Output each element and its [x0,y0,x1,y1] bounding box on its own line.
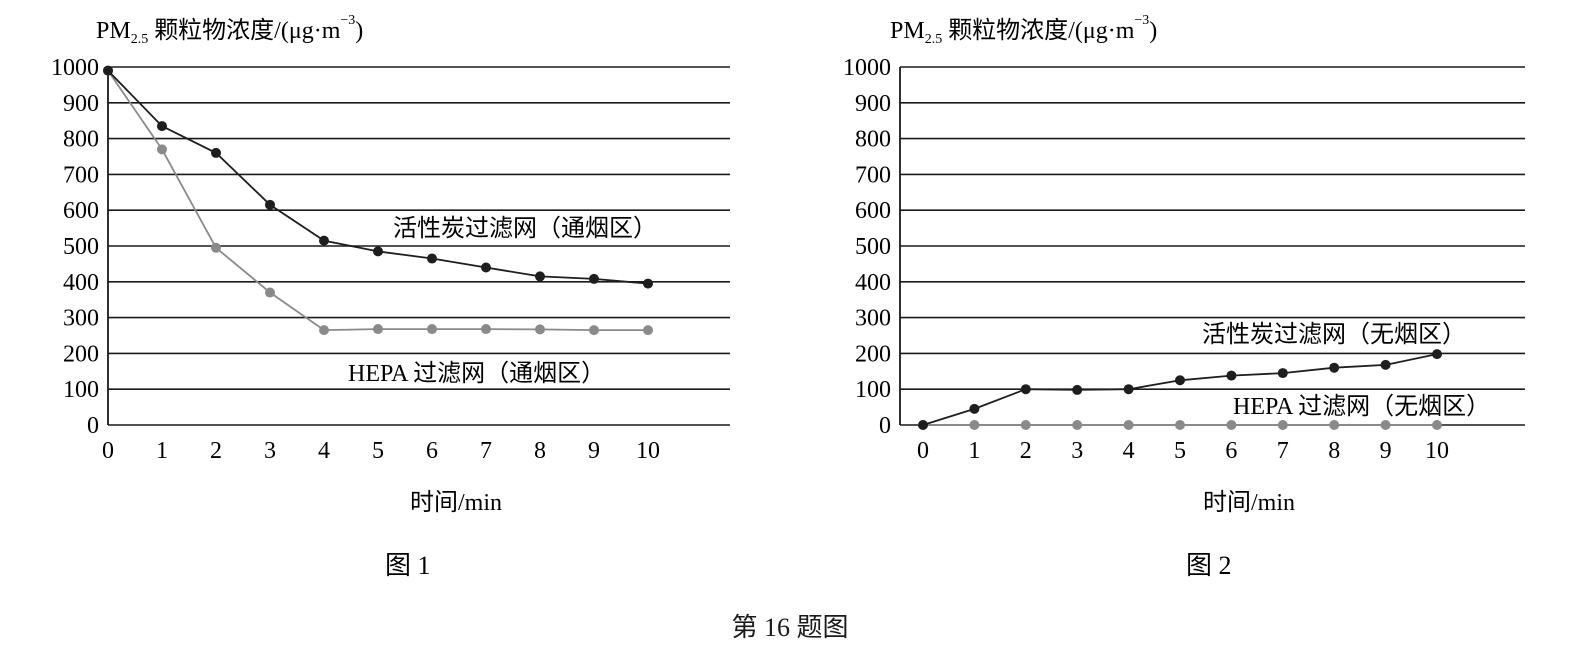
chart2-data-point [969,420,980,430]
chart1-xtick-label: 9 [588,438,600,464]
chart1-data-point [319,325,329,336]
chart2-data-point [918,420,928,430]
chart2-ytick-label: 800 [855,127,891,153]
chart1-xtick-label: 1 [156,438,168,464]
chart1-data-point [211,242,221,253]
chart1-xtick-label: 3 [264,438,276,464]
chart1-data-point [535,271,545,282]
chart2-data-point [1072,384,1083,395]
chart1-data-point [157,121,167,132]
chart2-data-point [1380,359,1391,370]
chart1-data-point [427,253,437,264]
chart1-ytick-label: 800 [63,127,99,153]
chart2-xtick-label: 2 [1020,438,1032,464]
chart1-data-point [265,199,275,210]
chart1-series-line [107,70,648,332]
chart1-xlabel: 时间/min [410,489,502,516]
chart1-xtick-label: 0 [102,438,114,464]
chart2-data-point [1175,375,1185,386]
chart2-xtick-label: 0 [917,438,929,464]
chart2-xtick-label: 5 [1174,438,1186,464]
chart2-data-point [1072,420,1083,430]
chart2-series-label: 活性炭过滤网（无烟区） [1202,321,1466,348]
chart2-ylabel: PM2.5 颗粒物浓度/(μg·m−3) [890,13,1157,47]
chart1-data-point [157,144,167,155]
chart1-ytick-label: 900 [63,91,99,117]
chart1-ytick-label: 300 [63,306,99,332]
chart1-data-point [265,287,275,298]
chart1-ytick-label: 600 [63,198,99,224]
chart1-data-point [643,278,653,289]
chart2-data-point [1277,368,1288,379]
chart2-ytick-label: 300 [855,306,891,332]
chart2-ytick-label: 500 [855,234,891,260]
chart2-data-point [1123,384,1134,395]
chart1-data-point [643,325,653,336]
chart1-xtick-label: 10 [636,438,660,464]
chart2-data-point [1329,362,1340,373]
chart2-data-point [1175,420,1185,430]
chart1-data-point [319,235,329,246]
chart2-xtick-label: 8 [1328,438,1340,464]
chart1-ytick-label: 100 [63,377,99,403]
chart2-data-point [1380,420,1391,430]
chart2-ytick-label: 1000 [843,55,891,81]
chart1-ytick-label: 0 [87,413,99,439]
chart2-data-point [1226,370,1237,381]
chart1-data-point [589,325,599,336]
chart2-xtick-label: 9 [1380,438,1392,464]
chart1-data-point [427,324,437,335]
page-caption: 第 16 题图 [731,613,849,642]
chart2-xtick-label: 4 [1123,438,1135,464]
chart1-xtick-label: 8 [534,438,546,464]
chart2-data-point [1277,420,1288,430]
chart1-series-label: HEPA 过滤网（通烟区） [348,360,605,387]
chart1-xtick-label: 5 [372,438,384,464]
chart2-ytick-label: 0 [879,413,891,439]
chart2-xtick-label: 3 [1071,438,1083,464]
chart2-data-point [1226,420,1237,430]
chart1-data-point [373,324,383,335]
chart2-series-label: HEPA 过滤网（无烟区） [1233,393,1490,420]
chart2-xtick-label: 10 [1425,438,1449,464]
chart1-ylabel: PM2.5 颗粒物浓度/(μg·m−3) [96,13,363,47]
chart1-figure-label: 图 1 [385,551,431,580]
chart1-xtick-label: 7 [480,438,492,464]
chart1-xtick-label: 2 [210,438,222,464]
chart2-xtick-label: 1 [968,438,980,464]
chart1-ytick-label: 200 [63,341,99,367]
chart2-ytick-label: 100 [855,377,891,403]
chart2-data-point [1329,420,1340,430]
chart2-ytick-label: 600 [855,198,891,224]
chart2-data-point [1123,420,1134,430]
chart2-ytick-label: 400 [855,270,891,296]
chart2-ytick-label: 200 [855,341,891,367]
chart1-xtick-label: 6 [426,438,438,464]
chart2-figure-label: 图 2 [1186,551,1232,580]
chart2-xtick-label: 6 [1225,438,1237,464]
chart2-xlabel: 时间/min [1203,489,1295,516]
chart1-data-point [535,324,545,335]
chart1-ytick-label: 700 [63,162,99,188]
chart1-data-point [481,262,491,273]
chart2-data-point [1432,420,1442,430]
chart2-data-point [1020,420,1031,430]
chart2-ytick-label: 900 [855,91,891,117]
chart1-data-point [103,65,113,76]
chart1-series-label: 活性炭过滤网（通烟区） [393,215,657,242]
chart1-ytick-label: 400 [63,270,99,296]
chart2-data-point [1020,384,1031,395]
chart1-ytick-label: 500 [63,234,99,260]
chart2-data-point [1432,349,1442,360]
chart2-ytick-label: 700 [855,162,891,188]
chart1-data-point [211,147,221,158]
chart1-data-point [481,324,491,335]
chart1-xtick-label: 4 [318,438,330,464]
chart2-data-point [969,403,980,414]
chart1-ytick-label: 1000 [51,55,99,81]
chart1-data-point [373,246,383,257]
chart2-xtick-label: 7 [1277,438,1289,464]
chart1-data-point [589,273,599,284]
